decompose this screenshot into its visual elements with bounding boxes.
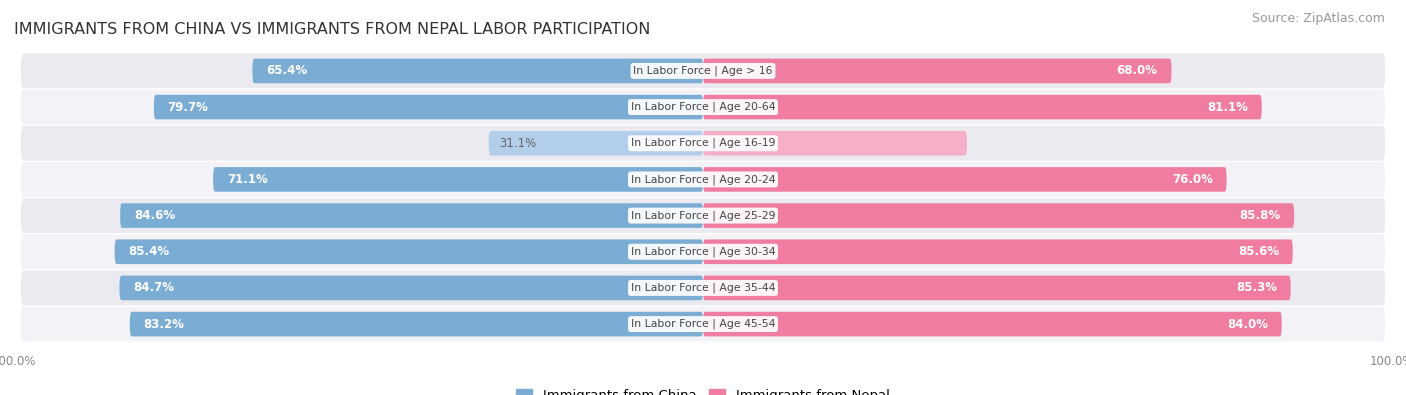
FancyBboxPatch shape (703, 58, 1171, 83)
Text: 68.0%: 68.0% (1116, 64, 1157, 77)
FancyBboxPatch shape (703, 239, 1292, 264)
Text: 31.1%: 31.1% (499, 137, 536, 150)
Text: Source: ZipAtlas.com: Source: ZipAtlas.com (1251, 12, 1385, 25)
Text: In Labor Force | Age 16-19: In Labor Force | Age 16-19 (631, 138, 775, 149)
Text: In Labor Force | Age 45-54: In Labor Force | Age 45-54 (631, 319, 775, 329)
FancyBboxPatch shape (120, 276, 703, 300)
Text: In Labor Force | Age 30-34: In Labor Force | Age 30-34 (631, 246, 775, 257)
FancyBboxPatch shape (21, 162, 1385, 197)
Text: In Labor Force | Age 35-44: In Labor Force | Age 35-44 (631, 283, 775, 293)
FancyBboxPatch shape (21, 90, 1385, 124)
FancyBboxPatch shape (21, 234, 1385, 269)
Text: 81.1%: 81.1% (1208, 101, 1249, 114)
FancyBboxPatch shape (21, 198, 1385, 233)
Text: 76.0%: 76.0% (1173, 173, 1213, 186)
FancyBboxPatch shape (21, 54, 1385, 88)
FancyBboxPatch shape (703, 95, 1261, 119)
Text: 79.7%: 79.7% (167, 101, 208, 114)
Text: In Labor Force | Age 20-64: In Labor Force | Age 20-64 (631, 102, 775, 112)
Text: IMMIGRANTS FROM CHINA VS IMMIGRANTS FROM NEPAL LABOR PARTICIPATION: IMMIGRANTS FROM CHINA VS IMMIGRANTS FROM… (14, 21, 651, 36)
Text: 65.4%: 65.4% (266, 64, 308, 77)
FancyBboxPatch shape (115, 239, 703, 264)
FancyBboxPatch shape (129, 312, 703, 337)
Text: 85.4%: 85.4% (128, 245, 170, 258)
Text: 85.3%: 85.3% (1236, 281, 1277, 294)
Text: 84.6%: 84.6% (134, 209, 176, 222)
FancyBboxPatch shape (253, 58, 703, 83)
Legend: Immigrants from China, Immigrants from Nepal: Immigrants from China, Immigrants from N… (510, 384, 896, 395)
Text: 71.1%: 71.1% (226, 173, 267, 186)
FancyBboxPatch shape (153, 95, 703, 119)
Text: In Labor Force | Age 25-29: In Labor Force | Age 25-29 (631, 210, 775, 221)
Text: 84.7%: 84.7% (134, 281, 174, 294)
Text: In Labor Force | Age 20-24: In Labor Force | Age 20-24 (631, 174, 775, 185)
FancyBboxPatch shape (703, 131, 967, 156)
FancyBboxPatch shape (120, 203, 703, 228)
FancyBboxPatch shape (703, 276, 1291, 300)
FancyBboxPatch shape (21, 271, 1385, 305)
Text: 83.2%: 83.2% (143, 318, 184, 331)
FancyBboxPatch shape (21, 126, 1385, 161)
FancyBboxPatch shape (214, 167, 703, 192)
FancyBboxPatch shape (703, 312, 1282, 337)
FancyBboxPatch shape (703, 167, 1226, 192)
Text: 85.8%: 85.8% (1239, 209, 1281, 222)
FancyBboxPatch shape (703, 203, 1294, 228)
FancyBboxPatch shape (21, 307, 1385, 341)
Text: In Labor Force | Age > 16: In Labor Force | Age > 16 (633, 66, 773, 76)
Text: 85.6%: 85.6% (1237, 245, 1279, 258)
Text: 84.0%: 84.0% (1227, 318, 1268, 331)
Text: 38.3%: 38.3% (713, 137, 751, 150)
FancyBboxPatch shape (489, 131, 703, 156)
